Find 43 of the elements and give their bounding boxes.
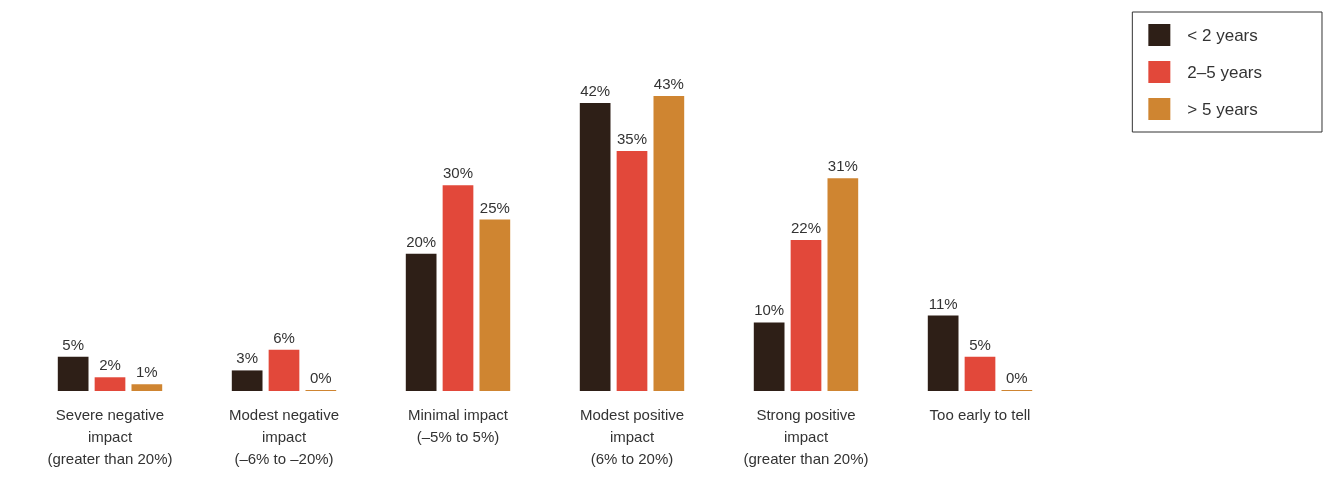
data-label: 30% bbox=[442, 164, 474, 182]
x-tick-label: Severe negative impact (greater than 20%) bbox=[47, 405, 173, 467]
data-label: 22% bbox=[790, 219, 822, 237]
data-label: 25% bbox=[479, 198, 510, 216]
bar bbox=[479, 219, 511, 391]
bar bbox=[790, 240, 822, 391]
x-tick-label: Strong positive impact (greater than 20%) bbox=[743, 405, 869, 467]
data-label: 20% bbox=[406, 232, 437, 250]
data-label: 6% bbox=[273, 328, 295, 346]
data-label: 11% bbox=[928, 294, 958, 312]
bar bbox=[57, 356, 89, 391]
bar bbox=[442, 185, 474, 391]
bar bbox=[579, 102, 611, 391]
bar bbox=[653, 96, 685, 391]
data-label: 10% bbox=[754, 301, 785, 319]
x-tick-label: Modest positive impact (6% to 20%) bbox=[579, 405, 685, 467]
data-label: 31% bbox=[827, 157, 858, 175]
bar bbox=[131, 384, 163, 391]
data-label: 35% bbox=[616, 129, 648, 147]
data-label: 0% bbox=[1006, 369, 1028, 386]
data-label: 0% bbox=[310, 369, 332, 386]
legend-label: > 5 years bbox=[1187, 99, 1258, 119]
x-tick-label: Modest negative impact (–6% to –20%) bbox=[228, 405, 340, 467]
bar bbox=[94, 377, 126, 391]
data-label: 5% bbox=[62, 335, 84, 353]
data-label: 3% bbox=[236, 349, 258, 367]
bar bbox=[753, 322, 785, 391]
data-label: 43% bbox=[653, 75, 684, 93]
bar bbox=[827, 178, 859, 391]
data-label: 1% bbox=[136, 363, 158, 381]
bar bbox=[268, 349, 300, 391]
data-label: 2% bbox=[99, 356, 121, 374]
bar bbox=[964, 356, 996, 391]
data-label: 42% bbox=[580, 81, 611, 99]
x-tick-label: Too early to tell bbox=[929, 405, 1031, 423]
bar bbox=[405, 253, 437, 391]
bar bbox=[616, 150, 648, 391]
data-label: 5% bbox=[969, 335, 991, 353]
x-tick-label: Minimal impact (–5% to 5%) bbox=[407, 405, 509, 445]
bar bbox=[927, 315, 959, 391]
legend-label: < 2 years bbox=[1187, 25, 1258, 45]
legend-label: 2–5 years bbox=[1187, 62, 1263, 82]
bar bbox=[231, 370, 263, 391]
